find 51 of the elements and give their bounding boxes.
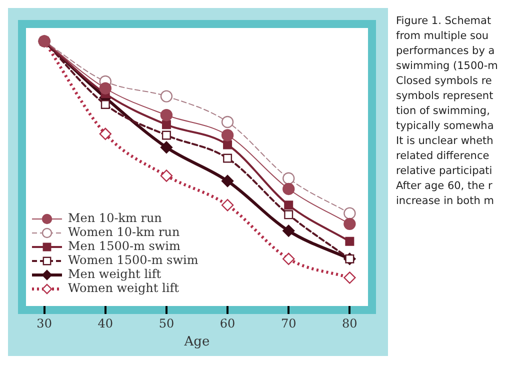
point [221, 129, 234, 142]
text: Closed symbols re [396, 74, 493, 89]
point [344, 207, 356, 220]
caption: Figure 1. Schemat [396, 14, 492, 29]
x-tick-label: 40 [98, 316, 114, 330]
point [344, 272, 356, 284]
x-tick-label: 50 [158, 316, 174, 330]
point [282, 224, 295, 237]
x-tick-label: 80 [342, 316, 358, 330]
text: relative participati [396, 164, 494, 179]
point [162, 130, 171, 140]
point [223, 154, 232, 163]
text: swimming (1500-m [396, 59, 499, 74]
point [344, 218, 356, 230]
point [160, 90, 173, 102]
text: After age 60, the r [396, 179, 494, 194]
text: symbols represent [396, 89, 494, 104]
x-tick-label: 30 [36, 316, 52, 330]
legend-label: Women 1500-m swim [68, 253, 199, 268]
point [99, 128, 112, 140]
x-tick-label: 60 [220, 316, 236, 330]
text: related difference [396, 149, 490, 164]
point [223, 140, 232, 150]
text: tion of swimming, [396, 104, 491, 119]
point [99, 82, 112, 94]
legend-label: Women 10-km run [68, 225, 180, 240]
legend-label: Men weight lift [68, 267, 162, 282]
point [284, 210, 294, 220]
point [160, 170, 173, 182]
point [221, 116, 234, 128]
point [282, 252, 295, 265]
point [160, 109, 173, 122]
point [162, 120, 171, 130]
x-tick-label: 70 [280, 316, 296, 330]
point [284, 200, 294, 210]
point [221, 199, 234, 212]
legend-label: Men 10-km run [68, 211, 162, 226]
point [160, 141, 173, 154]
text: performances by a [396, 44, 496, 59]
text: from multiple sou [396, 29, 490, 44]
x-axis-title: Age [183, 334, 210, 350]
point [282, 182, 295, 196]
point [345, 236, 354, 246]
text: It is unclear wheth [396, 134, 494, 149]
point [100, 100, 110, 110]
text: increase in both m [396, 194, 495, 209]
text: typically somewha [396, 119, 495, 134]
legend-label: Women weight lift [68, 281, 180, 296]
point [221, 174, 234, 188]
legend-label: Men 1500-m swim [68, 239, 181, 254]
point [282, 172, 295, 184]
